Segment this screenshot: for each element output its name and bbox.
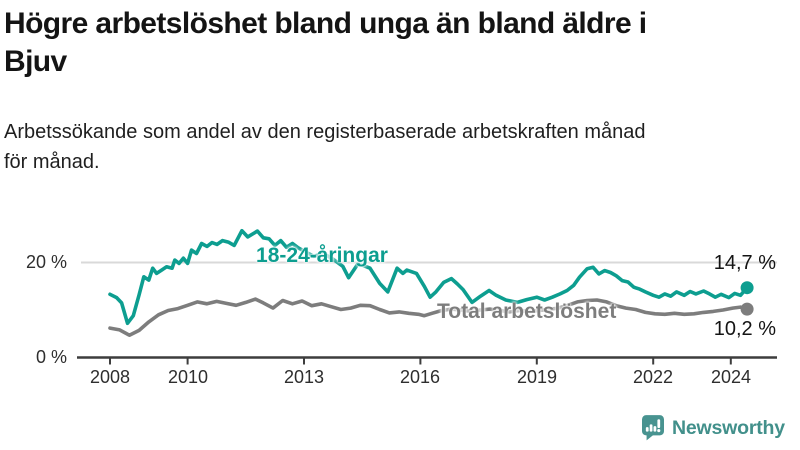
end-value-label-total: 10,2 % (713, 318, 776, 340)
end-dot-Total arbetslöshet (740, 302, 754, 316)
line-Total arbetslöshet (108, 297, 749, 338)
x-tick-label-2013: 2013 (283, 367, 325, 387)
series-label-young: 18-24-åringar (256, 244, 388, 267)
x-tick-label-2024: 2024 (710, 367, 752, 387)
x-tick-label-2016: 2016 (399, 367, 441, 387)
line-18-24-åringar (108, 228, 749, 326)
chart-subtitle: Arbetssökande som andel av den registerb… (4, 121, 646, 173)
series-label-total: Total arbetslöshet (437, 300, 617, 323)
end-value-label-young: 14,7 % (713, 252, 776, 274)
page-title: Högre arbetslöshet bland unga än bland ä… (4, 7, 647, 78)
newsworthy-bar-chart-icon (642, 415, 664, 441)
y-tick-label-0: 0 % (35, 347, 67, 367)
x-tick-label-2008: 2008 (89, 367, 131, 387)
x-tick-label-2022: 2022 (632, 367, 674, 387)
newsworthy-wordmark: Newsworthy (672, 416, 785, 439)
x-tick-label-2019: 2019 (516, 367, 558, 387)
end-dot-18-24-åringar (740, 281, 754, 295)
newsworthy-logo[interactable]: Newsworthy (642, 415, 785, 441)
x-tick-label-2010: 2010 (167, 367, 209, 387)
y-tick-label-20: 20 % (25, 252, 67, 272)
